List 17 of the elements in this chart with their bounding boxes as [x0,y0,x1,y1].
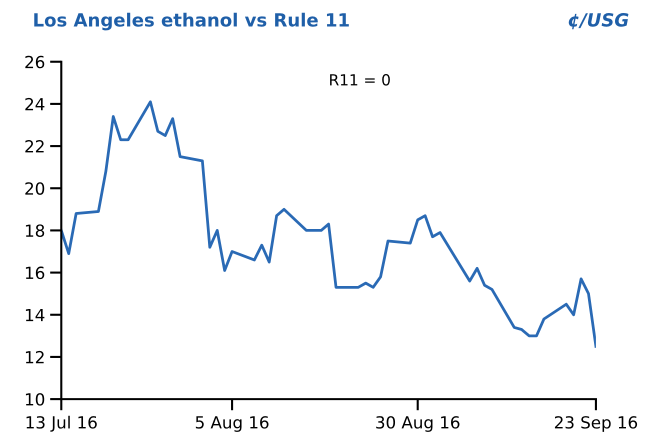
y-tick-label: 22 [25,140,44,152]
y-tick-label: 12 [26,350,44,364]
x-tick-label: 30 Aug 16 [376,416,460,432]
x-tick-label: 5 Aug 16 [196,416,269,432]
y-tick-label: 20 [25,182,44,195]
y-tick-label: 26 [25,56,44,68]
y-tick-label: 24 [25,98,44,110]
y-tick-label: 18 [26,224,44,237]
x-tick-label: 23 Sep 16 [554,416,638,432]
y-tick-label: 16 [26,266,44,280]
annotation: R11 = 0 [330,74,390,86]
y-tick-label: 10 [26,393,44,406]
chart-title: Los Angeles ethanol vs Rule 11 [34,12,349,30]
line-series [61,100,596,348]
y-axis-title: ¢/USG [568,13,628,30]
y-tick-label: 14 [26,308,44,322]
x-tick-label: 13 Jul 16 [26,416,97,432]
